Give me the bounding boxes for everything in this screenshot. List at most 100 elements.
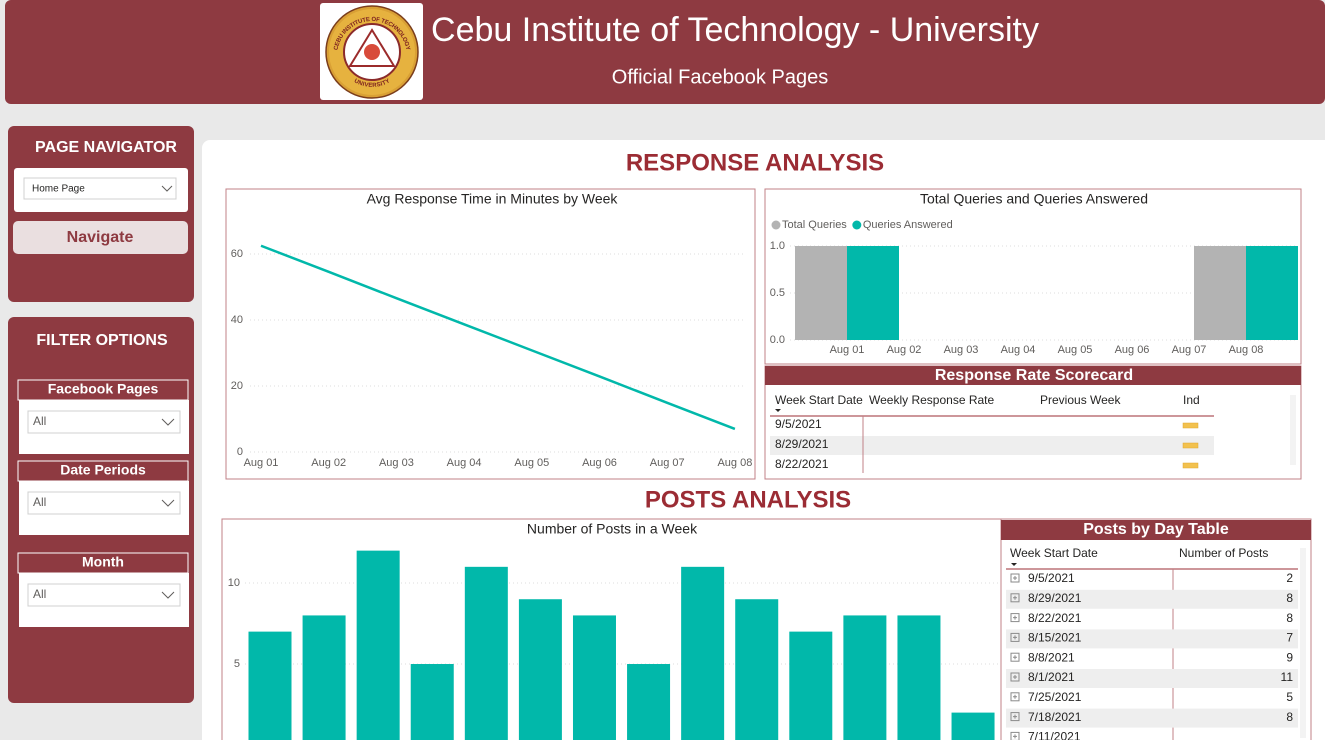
expand-plus [1013, 655, 1017, 660]
line [260, 244, 736, 431]
header-subtitle: Official Facebook Pages [612, 66, 828, 88]
cell: 8 [1286, 591, 1293, 605]
x-tick-label: Aug 03 [379, 457, 414, 469]
slicer-value: All [33, 495, 46, 509]
visual-border [764, 188, 1302, 365]
expand-plus [1013, 734, 1017, 739]
expand-plus [1013, 694, 1017, 699]
row-band [1006, 669, 1298, 688]
column-header: Weekly Response Rate [869, 393, 995, 407]
chart-title: Avg Response Time in Minutes by Week [367, 191, 619, 207]
slicer-label: Month [82, 554, 124, 570]
x-tick-label: Aug 05 [1058, 344, 1093, 356]
bar [843, 615, 887, 740]
expand-plus [1013, 635, 1017, 640]
visual-border [1000, 518, 1312, 740]
cell: 8/1/2021 [1028, 670, 1075, 684]
cell: 7/25/2021 [1028, 690, 1082, 704]
expand-icon[interactable] [1010, 712, 1020, 722]
bar [302, 615, 346, 740]
y-tick-label: 0.5 [770, 287, 785, 299]
x-tick-label: Aug 01 [830, 344, 865, 356]
expand-icon[interactable] [1010, 672, 1020, 682]
cell: 11 [1281, 670, 1294, 684]
expand-icon[interactable] [1010, 613, 1020, 623]
bar [847, 246, 899, 340]
table-title: Posts by Day Table [1083, 521, 1229, 538]
cell: 9 [1286, 650, 1293, 664]
y-tick-label: 60 [231, 248, 243, 260]
bar [897, 615, 941, 740]
expand-icon[interactable] [1010, 593, 1020, 603]
chevron [161, 185, 173, 192]
row-band [1006, 629, 1298, 649]
legend-label: Queries Answered [863, 219, 953, 231]
bar [627, 664, 671, 740]
chart-title: Total Queries and Queries Answered [920, 191, 1148, 207]
cell: 7/18/2021 [1028, 710, 1082, 724]
column-header: Week Start Date [775, 393, 863, 407]
bar [951, 712, 995, 740]
chevron [161, 591, 175, 599]
filter-title: FILTER OPTIONS [36, 332, 168, 349]
page-dropdown[interactable] [23, 177, 177, 200]
slicer-label: Date Periods [60, 462, 146, 478]
column-header: Ind [1183, 393, 1200, 407]
x-tick-label: Aug 08 [717, 457, 752, 469]
header-title: Cebu Institute of Technology - Universit… [431, 11, 1039, 49]
scrollbar[interactable] [1300, 548, 1306, 738]
expand-icon[interactable] [1010, 573, 1020, 583]
y-tick-label: 10 [228, 577, 240, 589]
chevron [161, 499, 175, 507]
legend-label: Total Queries [782, 219, 847, 231]
bar [518, 599, 562, 740]
cell: 8 [1286, 611, 1293, 625]
legend-swatch [771, 220, 781, 230]
cell: 8/29/2021 [775, 437, 829, 451]
bar [795, 246, 847, 340]
expand-icon[interactable] [1010, 692, 1020, 702]
slicer-dropdown[interactable] [27, 491, 181, 515]
section-title: POSTS ANALYSIS [645, 486, 851, 513]
x-tick-label: Aug 06 [582, 457, 617, 469]
navigator-title: PAGE NAVIGATOR [35, 139, 177, 156]
table-title-bar [765, 366, 1301, 385]
logo: CEBU INSTITUTE OF TECHNOLOGY UNIVERSITY [325, 5, 419, 99]
expand-plus [1013, 576, 1017, 580]
expand-icon[interactable] [1010, 731, 1020, 740]
bar [789, 631, 833, 740]
cell: 8/22/2021 [775, 457, 829, 471]
scorecard: Week Start Date Weekly Response Rate Previ… [770, 393, 1214, 473]
row-band [1006, 589, 1298, 609]
bar [464, 566, 508, 740]
bar [410, 664, 454, 740]
expand-icon[interactable] [1010, 652, 1020, 662]
bar [735, 599, 779, 740]
logo-text: UNIVERSITY [353, 78, 391, 89]
sort-arrow [775, 409, 781, 412]
button-label: Navigate [67, 229, 134, 246]
cell: 9/5/2021 [1028, 571, 1075, 585]
bar [1194, 246, 1246, 340]
cell: 7 [1286, 631, 1293, 645]
cell: 8/22/2021 [1028, 611, 1082, 625]
x-tick-label: Aug 02 [887, 344, 922, 356]
x-tick-label: Aug 04 [1001, 344, 1036, 356]
expand-plus [1013, 615, 1017, 620]
expand-icon[interactable] [1010, 632, 1020, 642]
x-tick-label: Aug 08 [1229, 344, 1264, 356]
column-header: Number of Posts [1179, 546, 1268, 560]
slicer-value: All [33, 414, 46, 428]
slicers: Facebook Pages All Date Periods All Month All [17, 379, 189, 627]
dropdown-value: Home Page [32, 184, 85, 195]
indicator [1182, 462, 1199, 469]
slicer-dropdown[interactable] [27, 410, 181, 434]
slicer-dropdown[interactable] [27, 583, 181, 607]
x-tick-label: Aug 07 [1172, 344, 1207, 356]
scrollbar[interactable] [1290, 395, 1296, 465]
row-band [1006, 708, 1298, 728]
navigate-button[interactable] [13, 221, 188, 254]
bar [572, 615, 616, 740]
